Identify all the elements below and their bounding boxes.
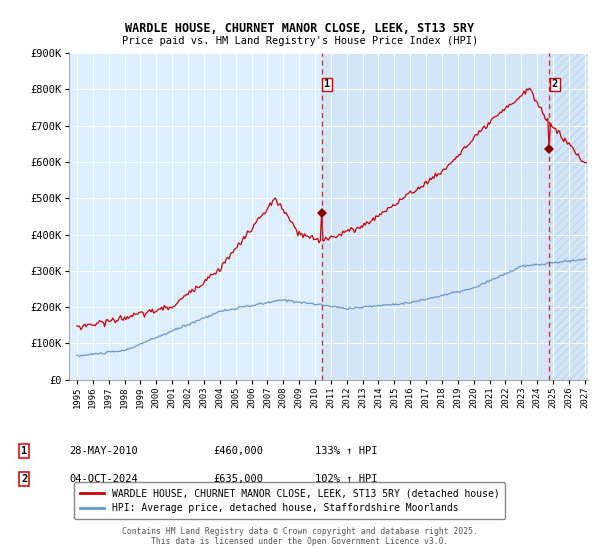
Text: Contains HM Land Registry data © Crown copyright and database right 2025.
This d: Contains HM Land Registry data © Crown c… (122, 526, 478, 546)
Text: 2: 2 (21, 474, 27, 484)
Text: 133% ↑ HPI: 133% ↑ HPI (315, 446, 377, 456)
Legend: WARDLE HOUSE, CHURNET MANOR CLOSE, LEEK, ST13 5RY (detached house), HPI: Average: WARDLE HOUSE, CHURNET MANOR CLOSE, LEEK,… (74, 482, 505, 519)
Text: 28-MAY-2010: 28-MAY-2010 (69, 446, 138, 456)
Text: £460,000: £460,000 (213, 446, 263, 456)
Text: 1: 1 (324, 80, 330, 90)
Text: £635,000: £635,000 (213, 474, 263, 484)
Text: Price paid vs. HM Land Registry's House Price Index (HPI): Price paid vs. HM Land Registry's House … (122, 36, 478, 46)
Text: 1: 1 (21, 446, 27, 456)
Bar (549, 53, 588, 380)
Text: 2: 2 (551, 80, 558, 90)
Bar (322, 53, 549, 380)
Text: 04-OCT-2024: 04-OCT-2024 (69, 474, 138, 484)
Text: WARDLE HOUSE, CHURNET MANOR CLOSE, LEEK, ST13 5RY: WARDLE HOUSE, CHURNET MANOR CLOSE, LEEK,… (125, 22, 475, 35)
Text: 102% ↑ HPI: 102% ↑ HPI (315, 474, 377, 484)
